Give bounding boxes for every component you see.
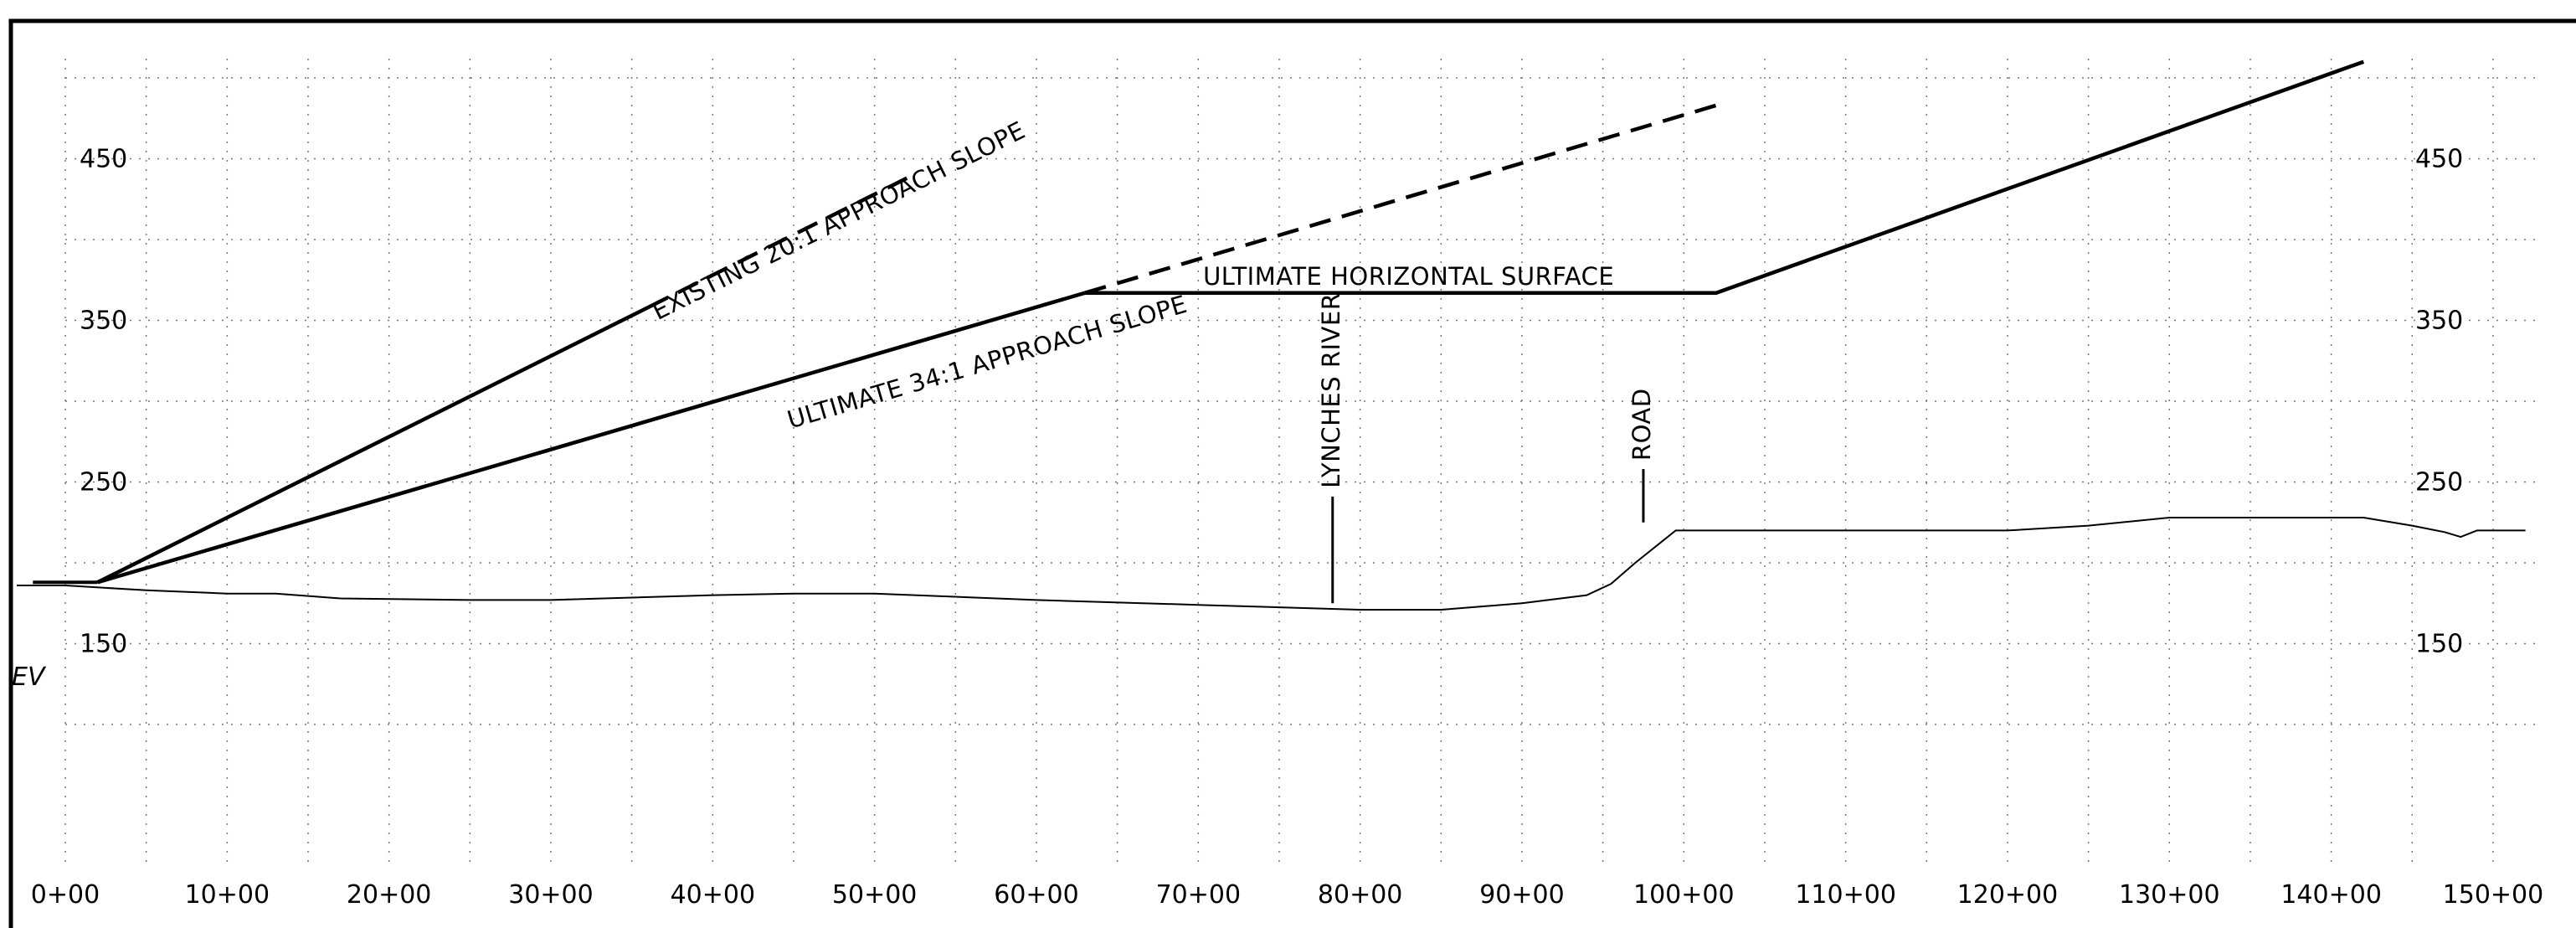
station-tick-label: 60+00 [994, 880, 1078, 910]
station-tick-label: 20+00 [347, 880, 431, 910]
station-tick-label: 30+00 [508, 880, 593, 910]
ultimate-horizontal-solid-line [1085, 59, 2365, 295]
sheet-border [8, 18, 2576, 928]
elevation-label-fragment: EV [12, 662, 47, 692]
lynches-river-label: LYNCHES RIVER [1317, 293, 1345, 488]
ultimate-34-1-solid-line [97, 291, 1086, 585]
ultimate-34-1-dashed-line [1084, 103, 1717, 295]
station-tick-label: 50+00 [832, 880, 917, 910]
station-tick-label: 130+00 [2119, 880, 2220, 910]
axis-tick-labels: 150 150 250 250 350 350 450 450 0+00 10+00 20+00 30… [31, 145, 2543, 910]
station-tick-label: 100+00 [1633, 880, 1735, 910]
station-tick-label: 90+00 [1479, 880, 1564, 910]
station-tick-label: 10+00 [185, 880, 270, 910]
elevation-tick-label-right: 250 [2415, 468, 2463, 498]
elevation-tick-label-left: 150 [80, 630, 127, 659]
station-tick-label: 80+00 [1318, 880, 1402, 910]
station-tick-label: 120+00 [1957, 880, 2059, 910]
existing-20-1-label: EXISTING 20:1 APPROACH SLOPE [648, 116, 1030, 326]
profile-features: LYNCHES RIVER ROAD [1317, 293, 1656, 604]
existing-20-1-dashed-line [646, 176, 908, 310]
ultimate-horizontal-label: ULTIMATE HORIZONTAL SURFACE [1203, 262, 1614, 291]
station-tick-label: 0+00 [31, 880, 100, 910]
station-tick-label: 70+00 [1156, 880, 1241, 910]
elevation-tick-label-right: 450 [2415, 145, 2463, 174]
elevation-tick-label-right: 150 [2415, 630, 2463, 659]
station-tick-label: 40+00 [671, 880, 755, 910]
station-tick-label: 140+00 [2280, 880, 2382, 910]
dotted-grid [64, 59, 2537, 863]
road-label: ROAD [1627, 388, 1656, 461]
elevation-tick-label-left: 450 [80, 145, 127, 174]
ground-line [17, 517, 2526, 611]
elevation-tick-label-left: 250 [80, 468, 127, 498]
station-tick-label: 150+00 [2443, 880, 2544, 910]
ground-profile [17, 517, 2526, 611]
elevation-tick-label-right: 350 [2415, 307, 2463, 336]
elevation-tick-label-left: 350 [80, 307, 127, 336]
station-tick-label: 110+00 [1795, 880, 1896, 910]
existing-20-1-solid-line [96, 306, 650, 585]
